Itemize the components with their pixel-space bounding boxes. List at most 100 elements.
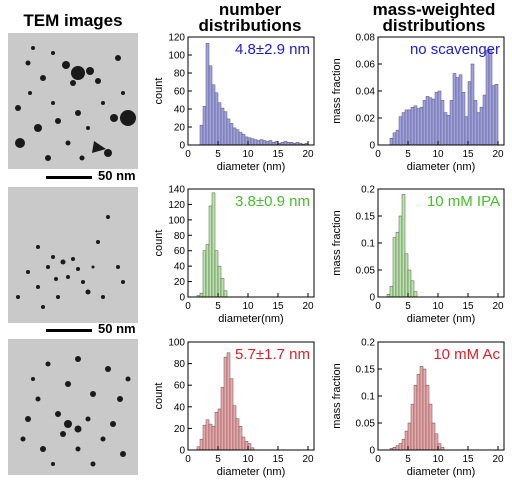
histogram-bar <box>259 139 264 146</box>
x-axis-label: diameter (nm) <box>407 161 475 173</box>
x-tick-label: 15 <box>272 301 284 312</box>
histogram-bar <box>419 106 424 146</box>
histogram-bar <box>199 438 204 451</box>
histogram-bar <box>419 366 424 451</box>
x-axis-label: diameter (nm) <box>407 466 475 478</box>
y-axis-label: count <box>153 78 165 105</box>
y-axis-label: mass fraction <box>331 210 343 275</box>
histogram-bar <box>214 411 219 451</box>
y-tick-label: 0 <box>369 293 375 304</box>
histogram-bar <box>235 418 240 451</box>
chart-annotation: 10 mM Ac <box>433 346 500 363</box>
histogram-bar <box>241 436 246 451</box>
histogram-bar <box>404 253 409 298</box>
histogram-bar <box>211 425 216 451</box>
y-tick-label: 120 <box>168 33 185 44</box>
y-tick-label: 0 <box>369 141 375 152</box>
histogram-bar <box>437 90 442 146</box>
x-axis-label: diameter(nm) <box>218 313 283 325</box>
chart-mass-no-scavenger: 0 5 10 15 20 0 0.02 0.04 0.06 0.08 diameter (nm) ma… <box>331 33 505 173</box>
histogram-bar <box>395 129 400 146</box>
plot-frame <box>187 188 315 298</box>
histogram-bar <box>241 133 246 146</box>
histogram-bar <box>217 408 222 451</box>
tem-particles-2 <box>16 215 125 309</box>
x-tick-label: 5 <box>405 149 411 160</box>
histogram-bar <box>262 140 267 146</box>
histogram-bar <box>389 138 394 146</box>
x-tick-label: 15 <box>272 149 284 160</box>
histogram-bar <box>458 74 463 146</box>
y-tick-label: 140 <box>168 185 185 196</box>
histogram-bar <box>283 141 288 146</box>
histogram-bar <box>211 192 216 298</box>
histogram-bar <box>253 139 258 146</box>
y-tick-label: 60 <box>174 87 186 98</box>
histogram-bar <box>268 140 273 146</box>
histogram-bar <box>220 387 225 451</box>
y-tick-label: 20 <box>174 277 186 288</box>
scale-bar-1 <box>46 176 92 179</box>
x-tick-label: 0 <box>375 454 381 465</box>
tem-image-ipa <box>8 187 138 323</box>
chart-annotation: 3.8±0.9 nm <box>235 193 310 210</box>
histogram-bar <box>449 100 454 146</box>
x-tick-label: 20 <box>302 149 314 160</box>
histogram-bar <box>398 443 403 451</box>
x-tick-label: 10 <box>432 454 444 465</box>
histogram-bar <box>223 111 228 146</box>
histogram-bar <box>208 65 213 146</box>
chart-number-ac: 0 5 10 15 20 0 20 40 60 80 100 diameter (nm) count 5.… <box>153 338 315 478</box>
histogram-bar <box>392 237 397 298</box>
x-tick-label: 20 <box>492 149 504 160</box>
x-tick-label: 20 <box>302 301 314 312</box>
header-mass-distributions: mass-weighted distributions <box>372 0 496 35</box>
histogram-bar <box>413 291 418 298</box>
x-tick-label: 5 <box>215 454 221 465</box>
histogram-bar <box>232 405 237 451</box>
chart-annotation: 4.8±2.9 nm <box>235 41 310 58</box>
histogram-bar <box>473 100 478 146</box>
histogram-bar <box>217 102 222 146</box>
histogram-bar <box>422 368 427 451</box>
histogram-bar <box>217 265 222 298</box>
chart-number-no-scavenger: 0 5 10 15 20 0 20 40 60 80 100 120 diameter (nm) coun… <box>153 33 315 173</box>
histogram-bar <box>422 100 427 146</box>
x-tick-label: 15 <box>462 149 474 160</box>
histogram-bar <box>226 118 231 146</box>
histogram-bar <box>205 244 210 298</box>
histogram-bar <box>410 106 415 146</box>
x-tick-label: 10 <box>242 301 254 312</box>
histogram-bar <box>440 100 445 146</box>
chart-number-ipa: 0 5 10 15 20 0 20 40 60 80 100 120 140 diameter(nm) co… <box>153 185 315 325</box>
x-tick-label: 20 <box>492 301 504 312</box>
histogram-bar <box>491 85 496 146</box>
histogram-bar <box>232 127 237 146</box>
histogram-bar <box>238 132 243 146</box>
histogram-bar <box>392 132 397 146</box>
y-tick-label: 0.1 <box>361 392 375 403</box>
y-axis-label: mass fraction <box>331 363 343 428</box>
histogram-bar <box>401 112 406 146</box>
header-number-distributions: number distributions <box>198 0 302 35</box>
histogram-bar <box>410 280 415 298</box>
histogram-bar <box>256 140 261 146</box>
x-tick-label: 10 <box>432 149 444 160</box>
histogram-bar <box>425 96 430 146</box>
x-tick-label: 5 <box>405 301 411 312</box>
x-tick-label: 10 <box>432 301 444 312</box>
y-tick-label: 60 <box>174 381 186 392</box>
y-tick-label: 0.2 <box>361 338 375 349</box>
histogram-bar <box>250 138 255 146</box>
x-tick-label: 5 <box>215 149 221 160</box>
histogram-bar <box>413 105 418 146</box>
y-tick-label: 0.2 <box>361 185 375 196</box>
histogram-bar <box>416 108 421 146</box>
x-tick-label: 0 <box>185 301 191 312</box>
y-tick-label: 100 <box>168 215 185 226</box>
x-tick-label: 15 <box>462 301 474 312</box>
x-tick-label: 5 <box>405 454 411 465</box>
chart-mass-ac: 0 5 10 15 20 0 0.05 0.1 0.15 0.2 diameter (nm) mass… <box>331 338 505 478</box>
x-tick-label: 20 <box>302 454 314 465</box>
y-tick-label: 60 <box>174 246 186 257</box>
